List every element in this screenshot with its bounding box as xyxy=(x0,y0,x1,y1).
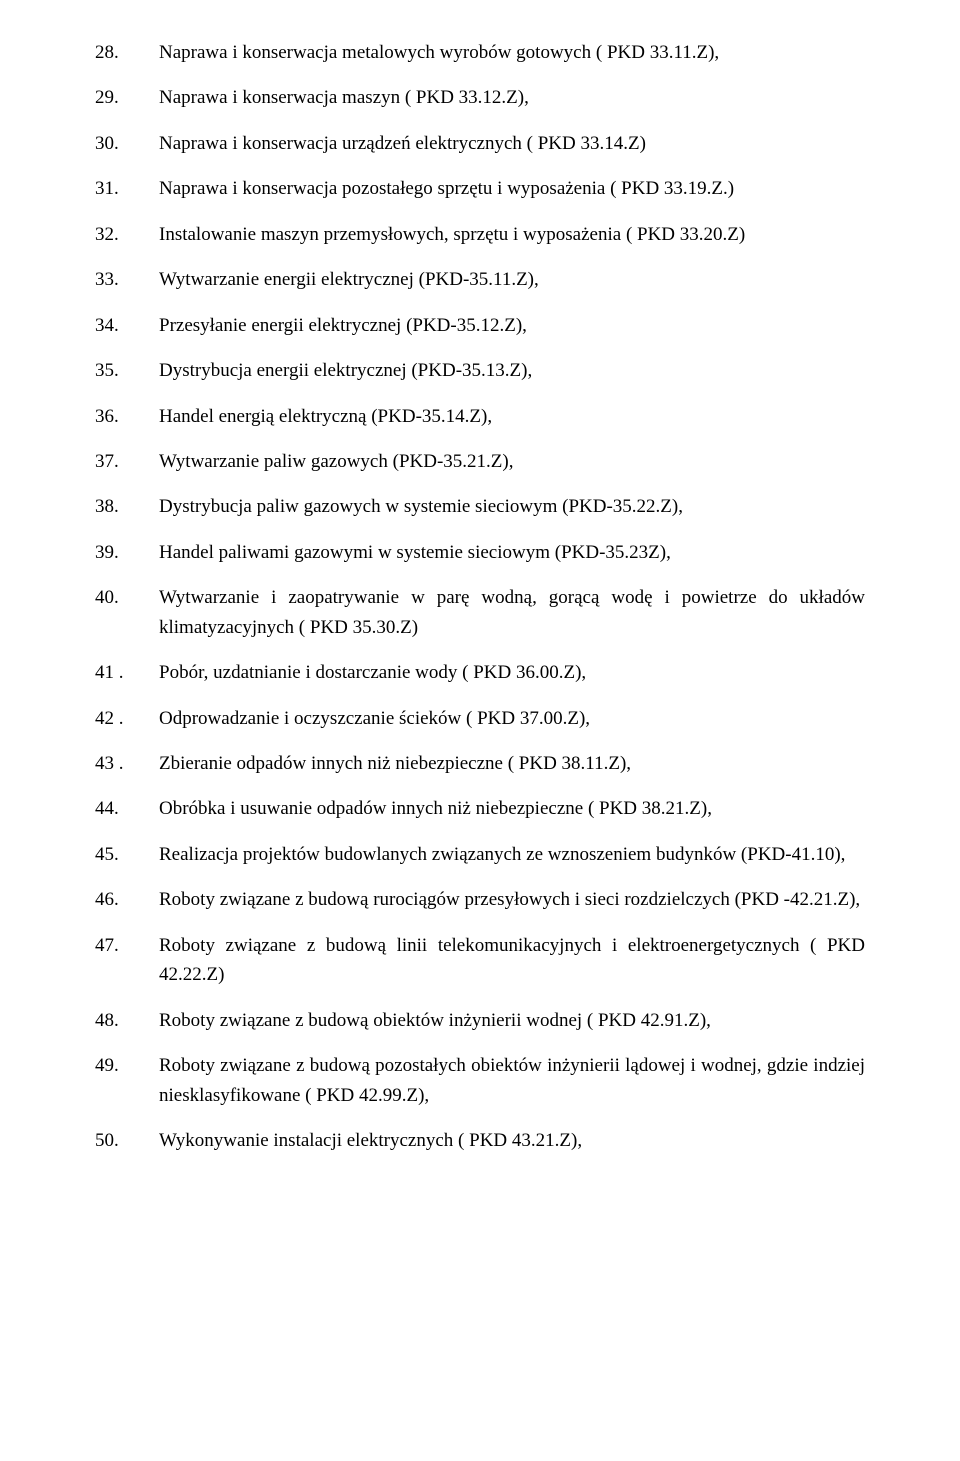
list-item: 30.Naprawa i konserwacja urządzeń elektr… xyxy=(95,129,865,158)
item-text: Handel energią elektryczną (PKD-35.14.Z)… xyxy=(159,402,865,431)
item-text: Roboty związane z budową pozostałych obi… xyxy=(159,1051,865,1110)
list-item: 40.Wytwarzanie i zaopatrywanie w parę wo… xyxy=(95,583,865,642)
list-item: 44.Obróbka i usuwanie odpadów innych niż… xyxy=(95,794,865,823)
item-text: Dystrybucja energii elektrycznej (PKD-35… xyxy=(159,356,865,385)
item-number: 30. xyxy=(95,129,159,158)
item-text: Realizacja projektów budowlanych związan… xyxy=(159,840,865,869)
item-text: Handel paliwami gazowymi w systemie siec… xyxy=(159,538,865,567)
list-item: 34.Przesyłanie energii elektrycznej (PKD… xyxy=(95,311,865,340)
item-text: Roboty związane z budową obiektów inżyni… xyxy=(159,1006,865,1035)
list-item: 46.Roboty związane z budową rurociągów p… xyxy=(95,885,865,914)
item-number: 36. xyxy=(95,402,159,431)
item-text: Pobór, uzdatnianie i dostarczanie wody (… xyxy=(159,658,865,687)
item-text: Instalowanie maszyn przemysłowych, sprzę… xyxy=(159,220,865,249)
item-text: Obróbka i usuwanie odpadów innych niż ni… xyxy=(159,794,865,823)
item-text: Naprawa i konserwacja urządzeń elektrycz… xyxy=(159,129,865,158)
item-text: Przesyłanie energii elektrycznej (PKD-35… xyxy=(159,311,865,340)
item-number: 47. xyxy=(95,931,159,960)
item-text: Odprowadzanie i oczyszczanie ścieków ( P… xyxy=(159,704,865,733)
item-number: 32. xyxy=(95,220,159,249)
list-item: 38.Dystrybucja paliw gazowych w systemie… xyxy=(95,492,865,521)
list-item: 50.Wykonywanie instalacji elektrycznych … xyxy=(95,1126,865,1155)
item-number: 43 . xyxy=(95,749,159,778)
item-text: Naprawa i konserwacja maszyn ( PKD 33.12… xyxy=(159,83,865,112)
list-item: 43 .Zbieranie odpadów innych niż niebezp… xyxy=(95,749,865,778)
item-text: Wykonywanie instalacji elektrycznych ( P… xyxy=(159,1126,865,1155)
list-item: 28.Naprawa i konserwacja metalowych wyro… xyxy=(95,38,865,67)
list-item: 32.Instalowanie maszyn przemysłowych, sp… xyxy=(95,220,865,249)
item-number: 38. xyxy=(95,492,159,521)
item-number: 29. xyxy=(95,83,159,112)
item-text: Wytwarzanie paliw gazowych (PKD-35.21.Z)… xyxy=(159,447,865,476)
item-text: Zbieranie odpadów innych niż niebezpiecz… xyxy=(159,749,865,778)
list-item: 39.Handel paliwami gazowymi w systemie s… xyxy=(95,538,865,567)
list-item: 41 .Pobór, uzdatnianie i dostarczanie wo… xyxy=(95,658,865,687)
item-number: 39. xyxy=(95,538,159,567)
list-item: 36.Handel energią elektryczną (PKD-35.14… xyxy=(95,402,865,431)
item-number: 37. xyxy=(95,447,159,476)
item-number: 40. xyxy=(95,583,159,612)
list-item: 45.Realizacja projektów budowlanych zwią… xyxy=(95,840,865,869)
numbered-list: 28.Naprawa i konserwacja metalowych wyro… xyxy=(95,38,865,1155)
item-number: 44. xyxy=(95,794,159,823)
item-number: 35. xyxy=(95,356,159,385)
item-number: 42 . xyxy=(95,704,159,733)
item-number: 34. xyxy=(95,311,159,340)
item-number: 28. xyxy=(95,38,159,67)
item-text: Wytwarzanie i zaopatrywanie w parę wodną… xyxy=(159,583,865,642)
item-text: Wytwarzanie energii elektrycznej (PKD-35… xyxy=(159,265,865,294)
item-text: Roboty związane z budową rurociągów prze… xyxy=(159,885,865,914)
list-item: 49.Roboty związane z budową pozostałych … xyxy=(95,1051,865,1110)
list-item: 48.Roboty związane z budową obiektów inż… xyxy=(95,1006,865,1035)
item-number: 46. xyxy=(95,885,159,914)
list-item: 47.Roboty związane z budową linii teleko… xyxy=(95,931,865,990)
list-item: 31.Naprawa i konserwacja pozostałego spr… xyxy=(95,174,865,203)
item-number: 49. xyxy=(95,1051,159,1080)
item-text: Dystrybucja paliw gazowych w systemie si… xyxy=(159,492,865,521)
item-text: Naprawa i konserwacja metalowych wyrobów… xyxy=(159,38,865,67)
item-number: 31. xyxy=(95,174,159,203)
item-number: 50. xyxy=(95,1126,159,1155)
list-item: 37.Wytwarzanie paliw gazowych (PKD-35.21… xyxy=(95,447,865,476)
item-text: Naprawa i konserwacja pozostałego sprzęt… xyxy=(159,174,865,203)
item-number: 33. xyxy=(95,265,159,294)
item-number: 45. xyxy=(95,840,159,869)
list-item: 33.Wytwarzanie energii elektrycznej (PKD… xyxy=(95,265,865,294)
item-number: 48. xyxy=(95,1006,159,1035)
list-item: 29.Naprawa i konserwacja maszyn ( PKD 33… xyxy=(95,83,865,112)
list-item: 42 .Odprowadzanie i oczyszczanie ścieków… xyxy=(95,704,865,733)
list-item: 35.Dystrybucja energii elektrycznej (PKD… xyxy=(95,356,865,385)
item-number: 41 . xyxy=(95,658,159,687)
item-text: Roboty związane z budową linii telekomun… xyxy=(159,931,865,990)
